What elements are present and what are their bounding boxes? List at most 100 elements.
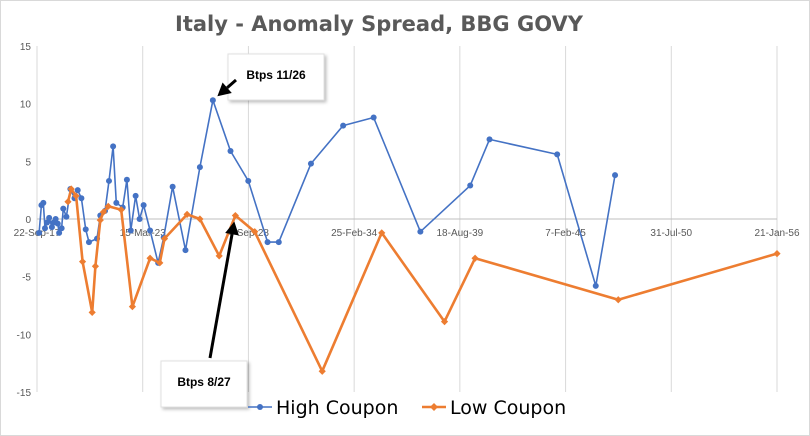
y-tick-label: 0 [25,215,31,226]
y-tick-label: -15 [17,388,32,399]
data-point-low-coupon [78,258,87,266]
data-point-high-coupon [264,239,271,246]
annotation-callout: Btps 8/27 [160,221,248,408]
data-point-high-coupon [486,136,493,143]
data-point-low-coupon [378,229,386,237]
gridlines [36,46,778,392]
data-point-low-coupon [104,202,112,210]
data-point-high-coupon [48,224,55,231]
data-point-high-coupon [78,195,85,202]
chart-title: Italy - Anomaly Spread, BBG GOVY [175,12,584,36]
legend-item-low-coupon: Low Coupon [422,397,566,419]
y-tick-labels: -15 -10 -5 0 5 10 15 [17,42,32,399]
legend: High Coupon Low Coupon [248,397,566,419]
data-point-high-coupon [340,122,347,129]
data-point-high-coupon [275,239,282,246]
data-point-high-coupon [52,216,59,222]
x-tick-label: 31-Jul-50 [650,228,692,239]
data-point-high-coupon [54,220,61,227]
data-point-low-coupon [99,208,107,216]
y-tick-label: 10 [20,100,32,111]
data-point-high-coupon [147,227,154,234]
y-tick-label: -10 [17,330,32,341]
y-tick-label: 15 [20,42,32,53]
annotation-arrow-shaft [208,233,234,359]
x-tick-label: 25-Feb-34 [331,228,378,239]
data-point-low-coupon [91,262,100,270]
data-point-high-coupon [554,151,561,158]
data-point-high-coupon [132,192,139,199]
data-point-high-coupon [58,225,65,232]
data-point-high-coupon [467,182,474,189]
data-point-high-coupon [105,177,112,184]
data-point-low-coupon [67,185,75,193]
data-point-low-coupon [146,254,154,262]
annotation-arrow-shaft [226,78,237,89]
data-point-low-coupon [215,252,223,260]
x-tick-label: 15-Mar-23 [120,228,167,239]
data-point-high-coupon [41,225,48,232]
data-point-low-coupon [231,211,239,220]
data-point-high-coupon [56,229,63,236]
legend-label: Low Coupon [450,397,566,419]
x-tick-label: 7-Feb-45 [545,228,586,239]
data-point-high-coupon [196,164,203,171]
data-point-high-coupon [82,226,89,233]
data-point-high-coupon [123,176,130,183]
data-point-high-coupon [113,199,120,206]
data-point-low-coupon [160,235,169,243]
annotation-label: Btps 8/27 [177,375,231,389]
series-low-coupon [64,185,781,375]
data-point-high-coupon [60,205,67,212]
data-point-high-coupon [63,213,70,220]
data-point-high-coupon [592,282,599,289]
data-point-high-coupon [44,219,51,226]
data-point-high-coupon [307,160,314,167]
data-point-low-coupon [72,192,80,200]
data-point-high-coupon [136,216,143,222]
y-tick-label: -5 [22,273,31,284]
data-point-high-coupon [182,247,189,254]
data-point-low-coupon [251,228,259,236]
legend-item-high-coupon: High Coupon [248,397,398,419]
data-point-high-coupon [245,177,252,184]
x-tick-label: 21-Jan-56 [754,228,799,239]
data-point-high-coupon [370,114,377,121]
x-tick-label: 18-Aug-39 [437,228,484,239]
data-point-high-coupon [209,97,216,104]
data-point-high-coupon [612,172,619,179]
data-point-high-coupon [40,199,47,206]
data-point-low-coupon [96,216,104,224]
data-point-high-coupon [85,239,92,246]
data-point-low-coupon [64,198,72,206]
data-point-low-coupon [183,210,191,218]
data-point-low-coupon [440,318,449,326]
annotation-label: Btps 11/26 [246,68,306,82]
data-point-high-coupon [46,214,53,221]
data-point-low-coupon [128,303,137,311]
data-point-low-coupon [318,367,326,375]
annotations-layer: Btps 11/26 Btps 8/27 [160,53,325,408]
series-layer [36,97,781,375]
data-point-low-coupon [88,308,96,317]
legend-label: High Coupon [276,397,398,419]
data-point-low-coupon [471,254,479,262]
annotation-callout: Btps 11/26 [217,53,325,101]
y-tick-label: 5 [25,157,31,168]
data-point-high-coupon [127,227,134,234]
data-point-high-coupon [140,202,147,209]
data-point-high-coupon [417,228,424,235]
annotation-box [160,360,248,408]
annotation-box [227,53,325,101]
x-tick-label: 4-Sep-28 [228,228,270,239]
annotation-arrow-head [217,82,232,97]
data-point-low-coupon [156,259,164,267]
data-point-high-coupon [110,143,117,150]
data-point-low-coupon [614,296,622,304]
data-point-high-coupon [227,147,234,154]
annotation-arrow-head [225,221,239,236]
legend-swatch-marker [430,403,438,411]
data-point-high-coupon [74,187,81,194]
